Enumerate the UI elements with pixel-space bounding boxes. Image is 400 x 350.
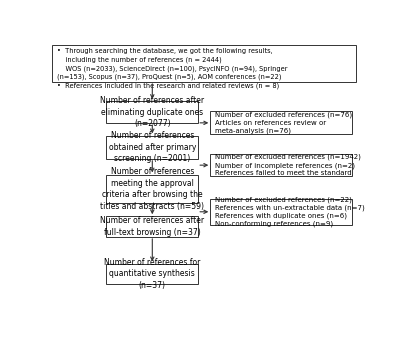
FancyBboxPatch shape xyxy=(106,264,198,284)
Text: Number of excluded references (n=1942)
Number of incomplete references (n=2)
Ref: Number of excluded references (n=1942) N… xyxy=(215,154,361,176)
FancyBboxPatch shape xyxy=(106,135,198,159)
FancyBboxPatch shape xyxy=(210,111,352,134)
Text: Number of references after
eliminating duplicate ones
(n=2077): Number of references after eliminating d… xyxy=(100,96,204,128)
Text: Number of excluded references (n=76)
Articles on references review or
meta-analy: Number of excluded references (n=76) Art… xyxy=(215,112,352,134)
FancyBboxPatch shape xyxy=(210,154,352,176)
FancyBboxPatch shape xyxy=(106,101,198,123)
Text: Number of references
meeting the approval
criteria after browsing the
titles and: Number of references meeting the approva… xyxy=(100,167,204,211)
FancyBboxPatch shape xyxy=(52,45,356,82)
FancyBboxPatch shape xyxy=(106,216,198,237)
Text: Number of references for
quantitative synthesis
(n=37): Number of references for quantitative sy… xyxy=(104,258,200,290)
Text: Number of references after
full-text browsing (n=37): Number of references after full-text bro… xyxy=(100,216,204,237)
Text: •  Through searching the database, we got the following results,
    including t: • Through searching the database, we got… xyxy=(57,48,287,89)
Text: Number of references
obtained after primary
screening (n=2001): Number of references obtained after prim… xyxy=(109,131,196,163)
FancyBboxPatch shape xyxy=(106,175,198,203)
Text: Number of excluded references (n=22)
References with un-extractable data (n=7)
R: Number of excluded references (n=22) Ref… xyxy=(215,196,365,228)
FancyBboxPatch shape xyxy=(210,199,352,225)
